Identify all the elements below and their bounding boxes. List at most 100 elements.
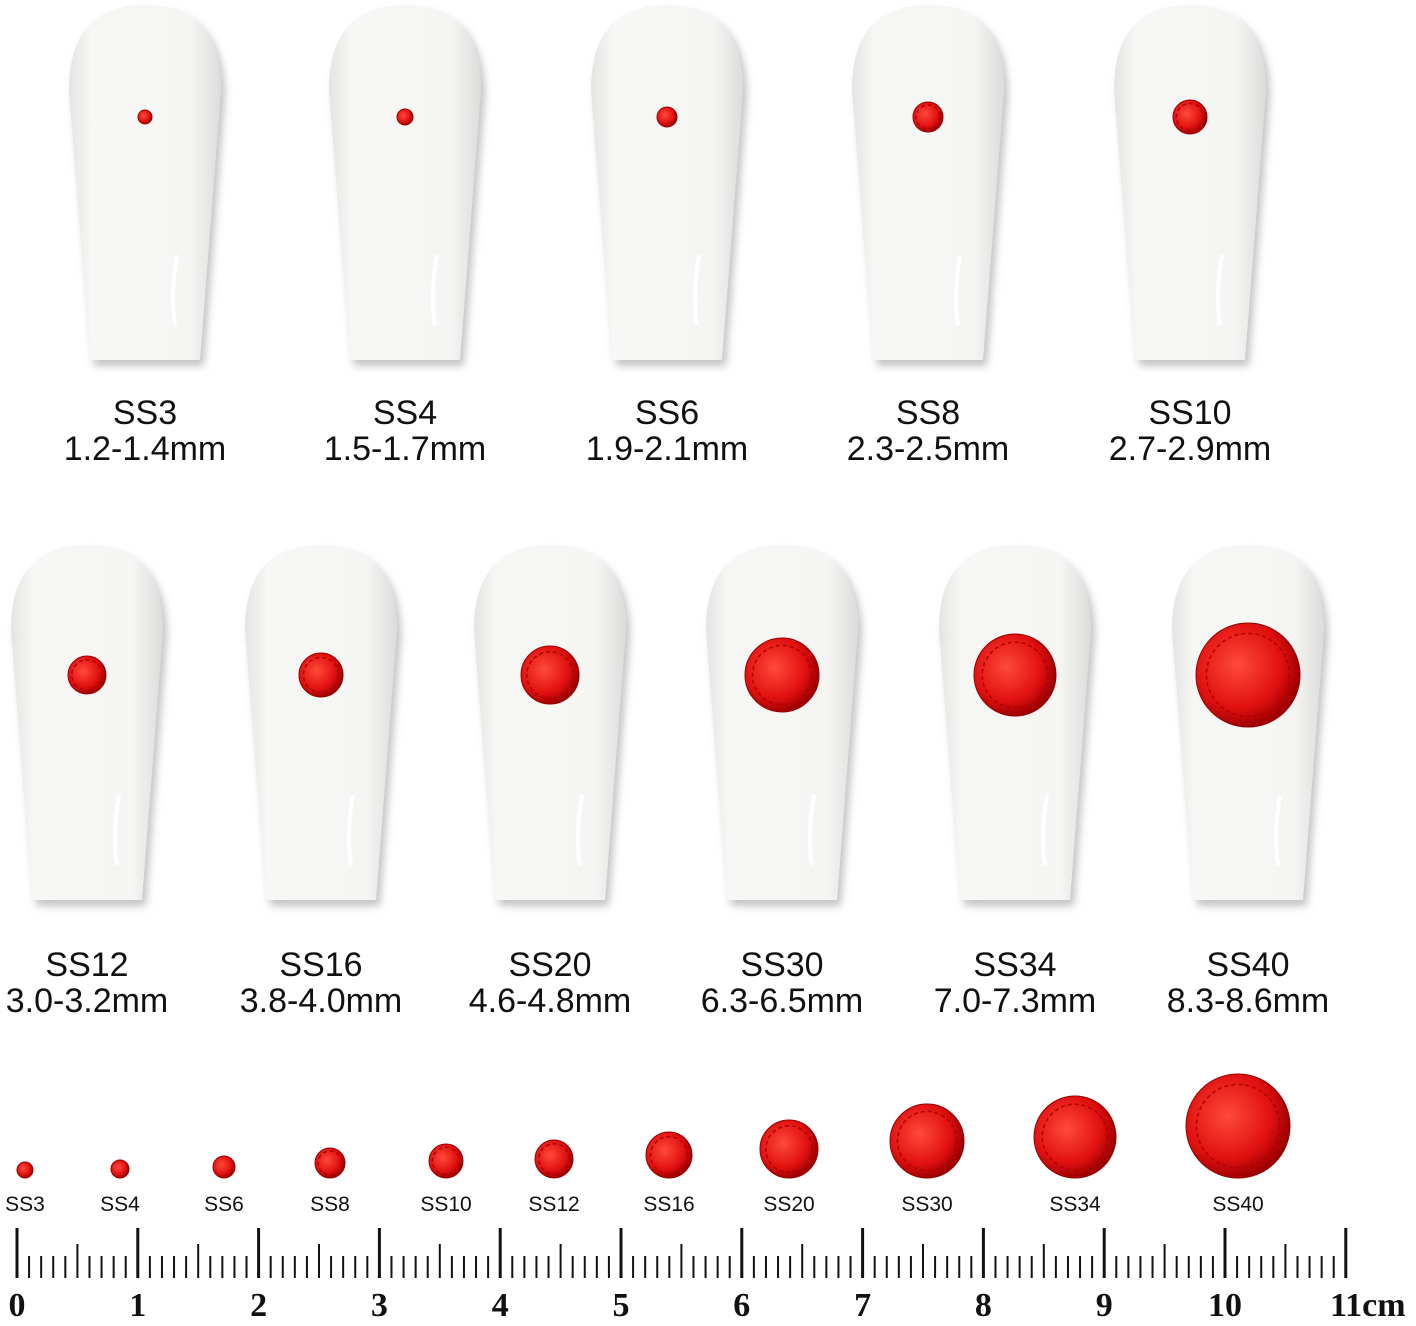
- rhinestone: [889, 1103, 965, 1179]
- nail: [329, 5, 481, 360]
- size-mm: 1.2-1.4mm: [64, 430, 227, 468]
- size-code: SS6: [635, 394, 699, 432]
- size-mm: 1.5-1.7mm: [324, 430, 487, 468]
- rhinestone: [1172, 99, 1208, 135]
- nail: [69, 5, 221, 360]
- rhinestone-facet: [1205, 632, 1291, 718]
- size-code: SS16: [279, 946, 362, 984]
- rhinestone-facet: [526, 651, 574, 699]
- size-mm: 3.0-3.2mm: [6, 982, 169, 1020]
- rhinestone: [67, 655, 107, 695]
- nail-highlight: [692, 254, 701, 326]
- nail-highlight: [170, 254, 179, 326]
- gem-label: SS4: [100, 1193, 140, 1216]
- size-code: SS34: [973, 946, 1056, 984]
- size-code: SS30: [740, 946, 823, 984]
- nail-highlight: [346, 794, 355, 866]
- size-code: SS20: [508, 946, 591, 984]
- rhinestone: [396, 108, 414, 126]
- nail: [939, 545, 1091, 900]
- nail: [591, 5, 743, 360]
- rhinestone-facet: [71, 659, 103, 691]
- ruler-label: 2: [250, 1287, 267, 1324]
- ruler-label: 9: [1096, 1287, 1113, 1324]
- rhinestone: [298, 652, 344, 698]
- rhinestone: [137, 109, 153, 125]
- nail-highlight: [575, 794, 584, 866]
- gem-label: SS30: [901, 1193, 952, 1216]
- nail: [474, 545, 626, 900]
- nail: [11, 545, 163, 900]
- rhinestone-facet: [431, 1146, 461, 1176]
- rhinestone: [973, 633, 1057, 717]
- rhinestone: [744, 637, 820, 713]
- size-code: SS4: [373, 394, 437, 432]
- ruler-label: 4: [492, 1287, 509, 1324]
- nail-highlight: [1040, 794, 1049, 866]
- size-mm: 1.9-2.1mm: [586, 430, 749, 468]
- rhinestone: [110, 1159, 130, 1179]
- rhinestone: [428, 1143, 464, 1179]
- nail: [852, 5, 1004, 360]
- gem-label: SS3: [5, 1193, 45, 1216]
- ruler-label: 6: [733, 1287, 750, 1324]
- rhinestone-facet: [649, 1135, 689, 1175]
- rhinestone-facet: [896, 1110, 958, 1172]
- rhinestone-facet: [538, 1143, 570, 1175]
- rhinestone-facet: [751, 644, 813, 706]
- gem-label: SS34: [1049, 1193, 1101, 1216]
- ruler-label: 7: [854, 1287, 871, 1324]
- rhinestone: [534, 1139, 574, 1179]
- rhinestone-facet: [317, 1150, 343, 1176]
- size-code: SS3: [113, 394, 177, 432]
- ruler-label: 0: [9, 1287, 26, 1324]
- rhinestone-facet: [1041, 1103, 1109, 1171]
- nail: [706, 545, 858, 900]
- rhinestone: [912, 101, 944, 133]
- rhinestone: [212, 1155, 236, 1179]
- gem-label: SS10: [420, 1193, 471, 1216]
- size-mm: 3.8-4.0mm: [240, 982, 403, 1020]
- rhinestone-facet: [1175, 102, 1205, 132]
- ruler-label: 10: [1208, 1287, 1242, 1324]
- rhinestone: [645, 1131, 693, 1179]
- rhinestone-facet: [915, 104, 941, 130]
- size-code: SS10: [1148, 394, 1231, 432]
- nail: [245, 545, 397, 900]
- nail-highlight: [807, 794, 816, 866]
- nail-highlight: [430, 254, 439, 326]
- rhinestone: [1195, 622, 1301, 728]
- size-mm: 8.3-8.6mm: [1167, 982, 1330, 1020]
- gem-label: SS12: [528, 1193, 579, 1216]
- size-mm: 6.3-6.5mm: [701, 982, 864, 1020]
- size-mm: 2.3-2.5mm: [847, 430, 1010, 468]
- rhinestone: [520, 645, 580, 705]
- size-code: SS8: [896, 394, 960, 432]
- size-mm: 2.7-2.9mm: [1109, 430, 1272, 468]
- rhinestone: [1033, 1095, 1117, 1179]
- gem-label: SS20: [763, 1193, 814, 1216]
- rhinestone: [759, 1119, 819, 1179]
- size-code: SS40: [1206, 946, 1289, 984]
- rhinestone: [314, 1147, 346, 1179]
- rhinestone-facet: [302, 656, 340, 694]
- gem-label: SS40: [1212, 1193, 1263, 1216]
- gem-label: SS8: [310, 1193, 350, 1216]
- ruler-label: 5: [613, 1287, 630, 1324]
- nail-highlight: [1273, 794, 1282, 866]
- gem-label: SS6: [204, 1193, 244, 1216]
- nail-highlight: [112, 794, 121, 866]
- ruler-label: 1: [129, 1287, 146, 1324]
- size-mm: 4.6-4.8mm: [469, 982, 632, 1020]
- rhinestone-facet: [1195, 1083, 1281, 1169]
- size-mm: 7.0-7.3mm: [934, 982, 1097, 1020]
- nail-highlight: [953, 254, 962, 326]
- size-code: SS12: [45, 946, 128, 984]
- ruler-label: 11cm: [1330, 1287, 1406, 1324]
- rhinestone-facet: [765, 1125, 813, 1173]
- rhinestone-facet: [981, 641, 1049, 709]
- rhinestone: [1185, 1073, 1291, 1179]
- rhinestone: [16, 1161, 34, 1179]
- nail-highlight: [1215, 254, 1224, 326]
